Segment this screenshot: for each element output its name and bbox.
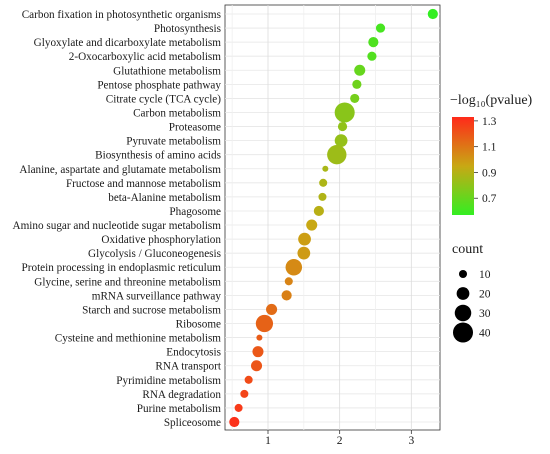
category-label: Glycolysis / Gluconeogenesis bbox=[88, 248, 221, 260]
data-point bbox=[427, 8, 438, 20]
category-label: Fructose and mannose metabolism bbox=[66, 178, 221, 190]
category-label: Phagosome bbox=[169, 206, 221, 218]
data-point bbox=[256, 334, 263, 341]
category-label: Carbon fixation in photosynthetic organi… bbox=[22, 9, 221, 21]
category-label: RNA transport bbox=[155, 361, 221, 373]
x-tick-label: 1 bbox=[265, 435, 271, 447]
size-legend-dot bbox=[456, 287, 470, 300]
data-point bbox=[327, 145, 347, 165]
data-point bbox=[322, 165, 329, 172]
category-label: Protein processing in endoplasmic reticu… bbox=[22, 262, 222, 274]
data-point bbox=[266, 303, 278, 315]
category-label: Proteasome bbox=[169, 122, 221, 134]
data-point bbox=[352, 79, 362, 89]
data-point bbox=[297, 246, 311, 260]
category-label: Oxidative phosphorylation bbox=[101, 234, 221, 246]
category-label: Pentose phosphate pathway bbox=[97, 79, 221, 91]
color-legend: −log₁₀(pvalue) 1.3 1.1 0.9 0.7 bbox=[450, 93, 533, 215]
data-point bbox=[334, 134, 348, 147]
color-legend-title: −log₁₀(pvalue) bbox=[450, 93, 533, 108]
size-legend-label: 40 bbox=[479, 328, 491, 340]
category-labels: Carbon fixation in photosynthetic organi… bbox=[13, 9, 222, 429]
size-legend-dot bbox=[452, 322, 474, 343]
colorbar-tick-label: 0.9 bbox=[482, 167, 497, 179]
category-label: Alanine, aspartate and glutamate metabol… bbox=[19, 164, 221, 176]
data-point bbox=[281, 290, 292, 301]
colorbar-tick-label: 0.7 bbox=[482, 193, 497, 205]
size-legend: count 10 20 30 40 bbox=[452, 242, 491, 343]
category-label: Glycine, serine and threonine metabolism bbox=[34, 276, 221, 288]
category-label: Glutathione metabolism bbox=[113, 65, 221, 77]
colorbar-ticks: 1.3 1.1 0.9 0.7 bbox=[474, 116, 497, 205]
category-label: Purine metabolism bbox=[137, 403, 222, 415]
category-label: Carbon metabolism bbox=[133, 107, 221, 119]
data-point bbox=[334, 102, 355, 123]
category-label: Ribosome bbox=[176, 319, 221, 331]
data-point bbox=[313, 205, 324, 217]
category-label: Citrate cycle (TCA cycle) bbox=[106, 93, 222, 105]
x-tick-label: 2 bbox=[337, 435, 343, 447]
data-point bbox=[337, 121, 348, 132]
category-label: Endocytosis bbox=[166, 347, 221, 359]
data-points bbox=[229, 8, 438, 428]
category-label: Glyoxylate and dicarboxylate metabolism bbox=[34, 37, 222, 49]
x-axis-ticks: 1 2 3 bbox=[265, 430, 414, 447]
colorbar-tick-label: 1.1 bbox=[482, 142, 497, 154]
category-label: Amino sugar and nucleotide sugar metabol… bbox=[13, 220, 222, 232]
category-label: Spliceosome bbox=[164, 417, 221, 429]
data-point bbox=[298, 232, 311, 246]
category-label: Biosynthesis of amino acids bbox=[95, 150, 221, 162]
data-point bbox=[375, 23, 386, 33]
data-point bbox=[285, 258, 303, 276]
category-label: mRNA surveillance pathway bbox=[92, 290, 222, 302]
data-point bbox=[244, 375, 253, 384]
data-point bbox=[251, 360, 263, 372]
size-legend-label: 20 bbox=[479, 289, 491, 301]
data-point bbox=[368, 37, 379, 48]
data-point bbox=[350, 93, 360, 104]
category-label: Pyruvate metabolism bbox=[126, 136, 221, 148]
grid-lines bbox=[225, 5, 440, 430]
category-label: Cysteine and methionine metabolism bbox=[55, 333, 222, 345]
category-label: Pyrimidine metabolism bbox=[116, 375, 221, 387]
category-label: RNA degradation bbox=[142, 389, 221, 401]
data-point bbox=[318, 192, 327, 201]
data-point bbox=[240, 389, 249, 398]
data-point bbox=[234, 403, 243, 412]
data-point bbox=[252, 346, 264, 358]
plot-panel bbox=[224, 4, 441, 431]
data-point bbox=[367, 51, 377, 61]
data-point bbox=[229, 416, 240, 428]
category-label: Photosynthesis bbox=[154, 23, 221, 35]
colorbar bbox=[452, 117, 474, 215]
size-legend-label: 30 bbox=[479, 308, 491, 320]
category-label: Starch and sucrose metabolism bbox=[82, 304, 221, 316]
data-point bbox=[306, 219, 318, 231]
category-label: beta-Alanine metabolism bbox=[108, 192, 221, 204]
data-point bbox=[354, 64, 366, 76]
data-point bbox=[284, 277, 293, 286]
colorbar-tick-label: 1.3 bbox=[482, 116, 497, 128]
size-legend-items: 10 20 30 40 bbox=[452, 269, 491, 343]
size-legend-label: 10 bbox=[479, 269, 491, 281]
size-legend-dot bbox=[458, 269, 468, 279]
x-tick-label: 3 bbox=[408, 435, 414, 447]
size-legend-title: count bbox=[452, 242, 483, 257]
category-label: 2-Oxocarboxylic acid metabolism bbox=[69, 51, 222, 63]
data-point bbox=[255, 314, 274, 333]
data-point bbox=[319, 178, 328, 187]
size-legend-dot bbox=[454, 304, 472, 322]
